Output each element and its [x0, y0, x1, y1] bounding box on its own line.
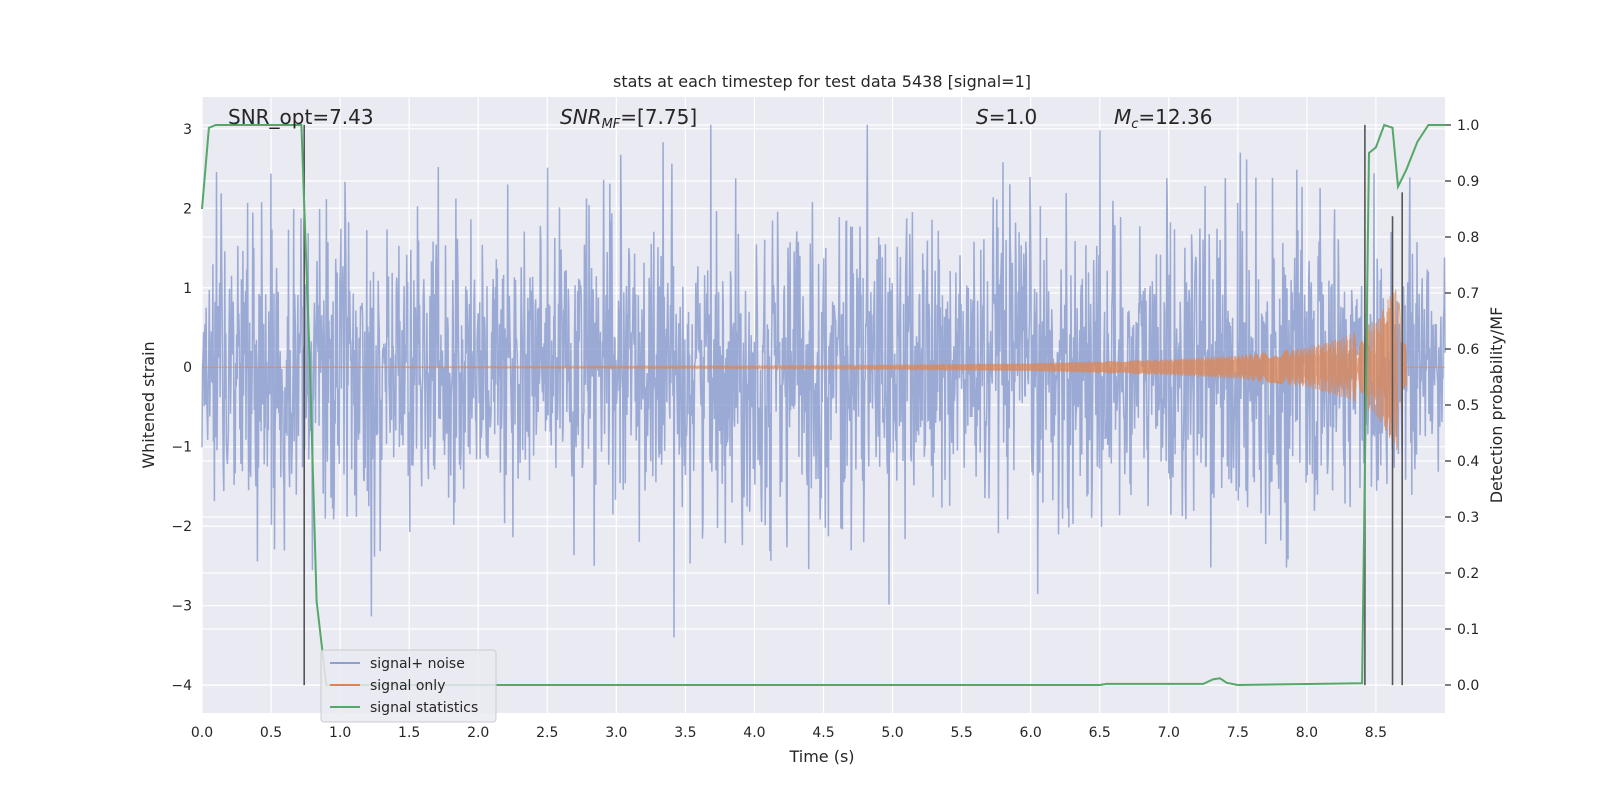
legend-box: [320, 649, 497, 723]
y2-tick-label: 0.9: [1457, 174, 1479, 190]
annotation-mc-sub: c: [1131, 117, 1138, 132]
legend-label-signal-only: signal only: [370, 678, 445, 694]
y2-tick-label: 0.1: [1457, 622, 1479, 638]
annotation-snr-mf-main: SNR: [560, 105, 602, 129]
y2-tick-label: 0.0: [1457, 678, 1479, 694]
x-tick-label: 0.5: [260, 725, 282, 741]
y2-tick-label: 0.4: [1457, 454, 1479, 470]
y-axis-ticks: −4 −3 −2 −1 0 1 2 3: [171, 122, 192, 694]
annotation-s-var: S: [976, 105, 989, 129]
annotation-snr-mf: SNRMF=[7.75]: [560, 105, 697, 132]
x-axis-label: Time (s): [788, 747, 854, 766]
x-tick-label: 6.5: [1089, 725, 1111, 741]
y-tick-label: −3: [171, 599, 192, 615]
x-tick-label: 5.5: [950, 725, 972, 741]
y-tick-label: 3: [183, 122, 192, 138]
y2-axis-label: Detection probability/MF: [1487, 307, 1506, 504]
y-tick-label: −4: [171, 678, 192, 694]
y2-tick-label: 0.3: [1457, 510, 1479, 526]
y2-tick-label: 0.6: [1457, 342, 1479, 358]
x-tick-label: 2.0: [467, 725, 489, 741]
x-tick-label: 7.0: [1158, 725, 1180, 741]
annotation-mc: Mc=12.36: [1114, 105, 1212, 132]
annotation-snr-mf-rest: =[7.75]: [620, 105, 697, 129]
annotation-mc-rest: =12.36: [1138, 105, 1212, 129]
legend-label-signal-statistics: signal statistics: [370, 700, 478, 716]
y2-tick-label: 0.7: [1457, 286, 1479, 302]
y-tick-label: 2: [183, 201, 192, 217]
signal-noise-series: [201, 124, 1446, 638]
y-tick-label: −2: [171, 519, 192, 535]
annotation-s: S=1.0: [976, 105, 1037, 129]
x-tick-label: 8.5: [1365, 725, 1387, 741]
x-tick-label: 5.0: [881, 725, 903, 741]
x-tick-label: 1.0: [329, 725, 351, 741]
signal-only-series: [202, 289, 1445, 451]
y2-tick-label: 1.0: [1457, 118, 1479, 134]
y2-tick-label: 0.2: [1457, 566, 1479, 582]
y-axis-label: Whitened strain: [139, 341, 158, 468]
x-tick-label: 4.5: [812, 725, 834, 741]
y-tick-label: 1: [183, 281, 192, 297]
x-tick-label: 7.5: [1227, 725, 1249, 741]
x-tick-label: 0.0: [191, 725, 213, 741]
signal-only-line: [202, 289, 1445, 451]
x-axis-ticks: 0.0 0.5 1.0 1.5 2.0 2.5 3.0 3.5 4.0 4.5 5.0 5.5 6.0 6…: [191, 725, 1387, 741]
y-tick-label: −1: [171, 440, 192, 456]
x-tick-label: 2.5: [536, 725, 558, 741]
signal-statistics-series: [201, 123, 1445, 687]
x-tick-label: 3.0: [605, 725, 627, 741]
y2-tick-label: 0.8: [1457, 230, 1479, 246]
chart-title: stats at each timestep for test data 543…: [613, 72, 1031, 91]
y2-tick-label: 0.5: [1457, 398, 1479, 414]
legend-label-signal-noise: signal+ noise: [370, 656, 465, 672]
y2-axis-ticks: 0.0 0.1 0.2 0.3 0.4 0.5 0.6 0.7 0.8 0.9 1.0: [1445, 118, 1479, 694]
x-tick-label: 6.0: [1020, 725, 1042, 741]
legend: signal+ noise signal only signal statist…: [320, 649, 497, 723]
annotation-mc-var: M: [1114, 105, 1131, 129]
annotation-snr-mf-sub: MF: [602, 117, 621, 132]
x-tick-label: 8.0: [1296, 725, 1318, 741]
y-tick-label: 0: [183, 360, 192, 376]
x-tick-label: 4.0: [743, 725, 765, 741]
annotation-snr-opt: SNR_opt=7.43: [228, 105, 374, 129]
signal-statistics-line: [201, 123, 1445, 687]
x-tick-label: 3.5: [674, 725, 696, 741]
x-tick-label: 1.5: [398, 725, 420, 741]
signal-noise-line: [201, 124, 1446, 638]
annotation-s-rest: =1.0: [989, 105, 1038, 129]
